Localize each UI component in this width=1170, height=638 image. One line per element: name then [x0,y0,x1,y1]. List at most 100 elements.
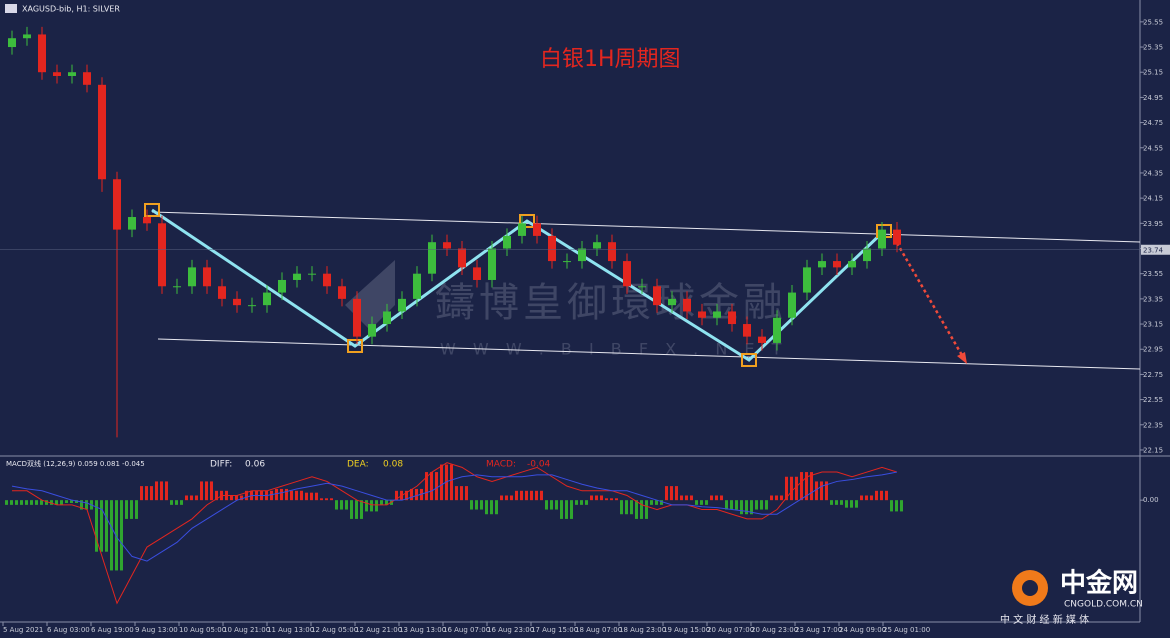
macd-bar [150,486,153,501]
candle-body [68,72,76,76]
macd-bar [760,500,763,510]
macd-bar [845,500,848,508]
macd-bar [395,490,398,501]
pivot-marker [347,339,363,353]
candle-body [203,267,211,287]
macd-bar [555,500,558,510]
x-tick-label: 23 Aug 17:00 [795,626,842,634]
y-tick-label: 23.95 [1143,220,1163,228]
macd-bar [290,490,293,501]
candle-body [503,235,511,249]
macd-bar [550,500,553,510]
macd-bar [885,490,888,501]
logo-name: 中金网 [1060,568,1138,599]
candle-body [323,273,331,287]
macd-bar [65,500,68,503]
macd-bar [645,500,648,519]
macd-bar [465,486,468,501]
macd-bar [800,472,803,501]
macd-bar [140,486,143,501]
y-tick-label: 22.75 [1143,371,1163,379]
resistance-line [151,211,1141,243]
y-tick-label: 25.15 [1143,69,1163,77]
candle-body [533,223,541,236]
y-tick-label: 24.55 [1143,144,1163,152]
candle-body [848,261,856,268]
macd-bar [215,490,218,501]
macd-bar [765,500,768,510]
macd-bar [335,500,338,510]
macd-bar [75,500,78,503]
candle-body [788,292,796,318]
candle-body [308,273,316,275]
y-tick-label: 24.95 [1143,94,1163,102]
y-tick-label: 0.00 [1143,496,1159,504]
macd-bar [460,486,463,501]
candle-body [473,267,481,280]
support-line [157,338,1141,370]
y-tick-label: 23.55 [1143,270,1163,278]
candle-body [38,34,46,73]
macd-bar [790,476,793,501]
macd-bar [835,500,838,505]
macd-bar [85,500,88,510]
macd-bar [525,490,528,501]
x-tick-label: 10 Aug 21:00 [223,626,270,634]
dea-label: DEA: [347,460,369,470]
macd-bar [320,498,323,501]
candle-body [578,248,586,262]
macd-bar [80,500,83,510]
macd-bar [805,472,808,501]
candle-body [803,267,811,293]
macd-bar [785,476,788,501]
x-tick-label: 11 Aug 13:00 [267,626,314,634]
macd-bar [710,495,713,501]
macd-bar [50,500,53,505]
macd-bar [880,490,883,501]
candle-body [653,286,661,306]
macd-bar [15,500,18,505]
y-tick-label: 25.55 [1143,18,1163,26]
y-tick-label: 22.35 [1143,421,1163,429]
macd-bar [155,481,158,501]
macd-bar [100,500,103,552]
macd-bar [310,492,313,501]
macd-bar [445,464,448,501]
macd-bar [435,472,438,501]
macd-bar [600,495,603,501]
candle-body [128,217,136,230]
macd-bar [655,500,658,505]
x-tick-label: 20 Aug 23:00 [751,626,798,634]
macd-bar [685,495,688,501]
macd-bar [855,500,858,508]
x-tick-label: 9 Aug 13:00 [135,626,178,634]
macd-bar [180,500,183,505]
x-tick-label: 25 Aug 01:00 [883,626,930,634]
candle-body [98,84,106,180]
macd-bar [60,500,63,505]
macd-bar [240,495,243,501]
macd-bar [850,500,853,508]
candle-body [278,279,286,293]
macd-bar [425,472,428,501]
macd-bar [595,495,598,501]
candle-body [548,235,556,262]
candle-body [593,242,601,249]
macd-bar [715,495,718,501]
macd-bar [860,495,863,501]
candle-body [443,242,451,249]
macd-bar [440,464,443,501]
macd-bar [125,500,128,519]
y-tick-label: 22.15 [1143,446,1163,454]
candle-body [143,217,151,224]
macd-bar [170,500,173,505]
macd-bar [470,500,473,510]
macd-bar [95,500,98,552]
candle-body [53,72,61,76]
diff-line [12,462,898,605]
logo-icon-inner [1022,580,1038,596]
macd-bar [110,500,113,571]
candle-body [488,248,496,280]
macd-bar [340,500,343,510]
y-tick-label: 22.55 [1143,396,1163,404]
